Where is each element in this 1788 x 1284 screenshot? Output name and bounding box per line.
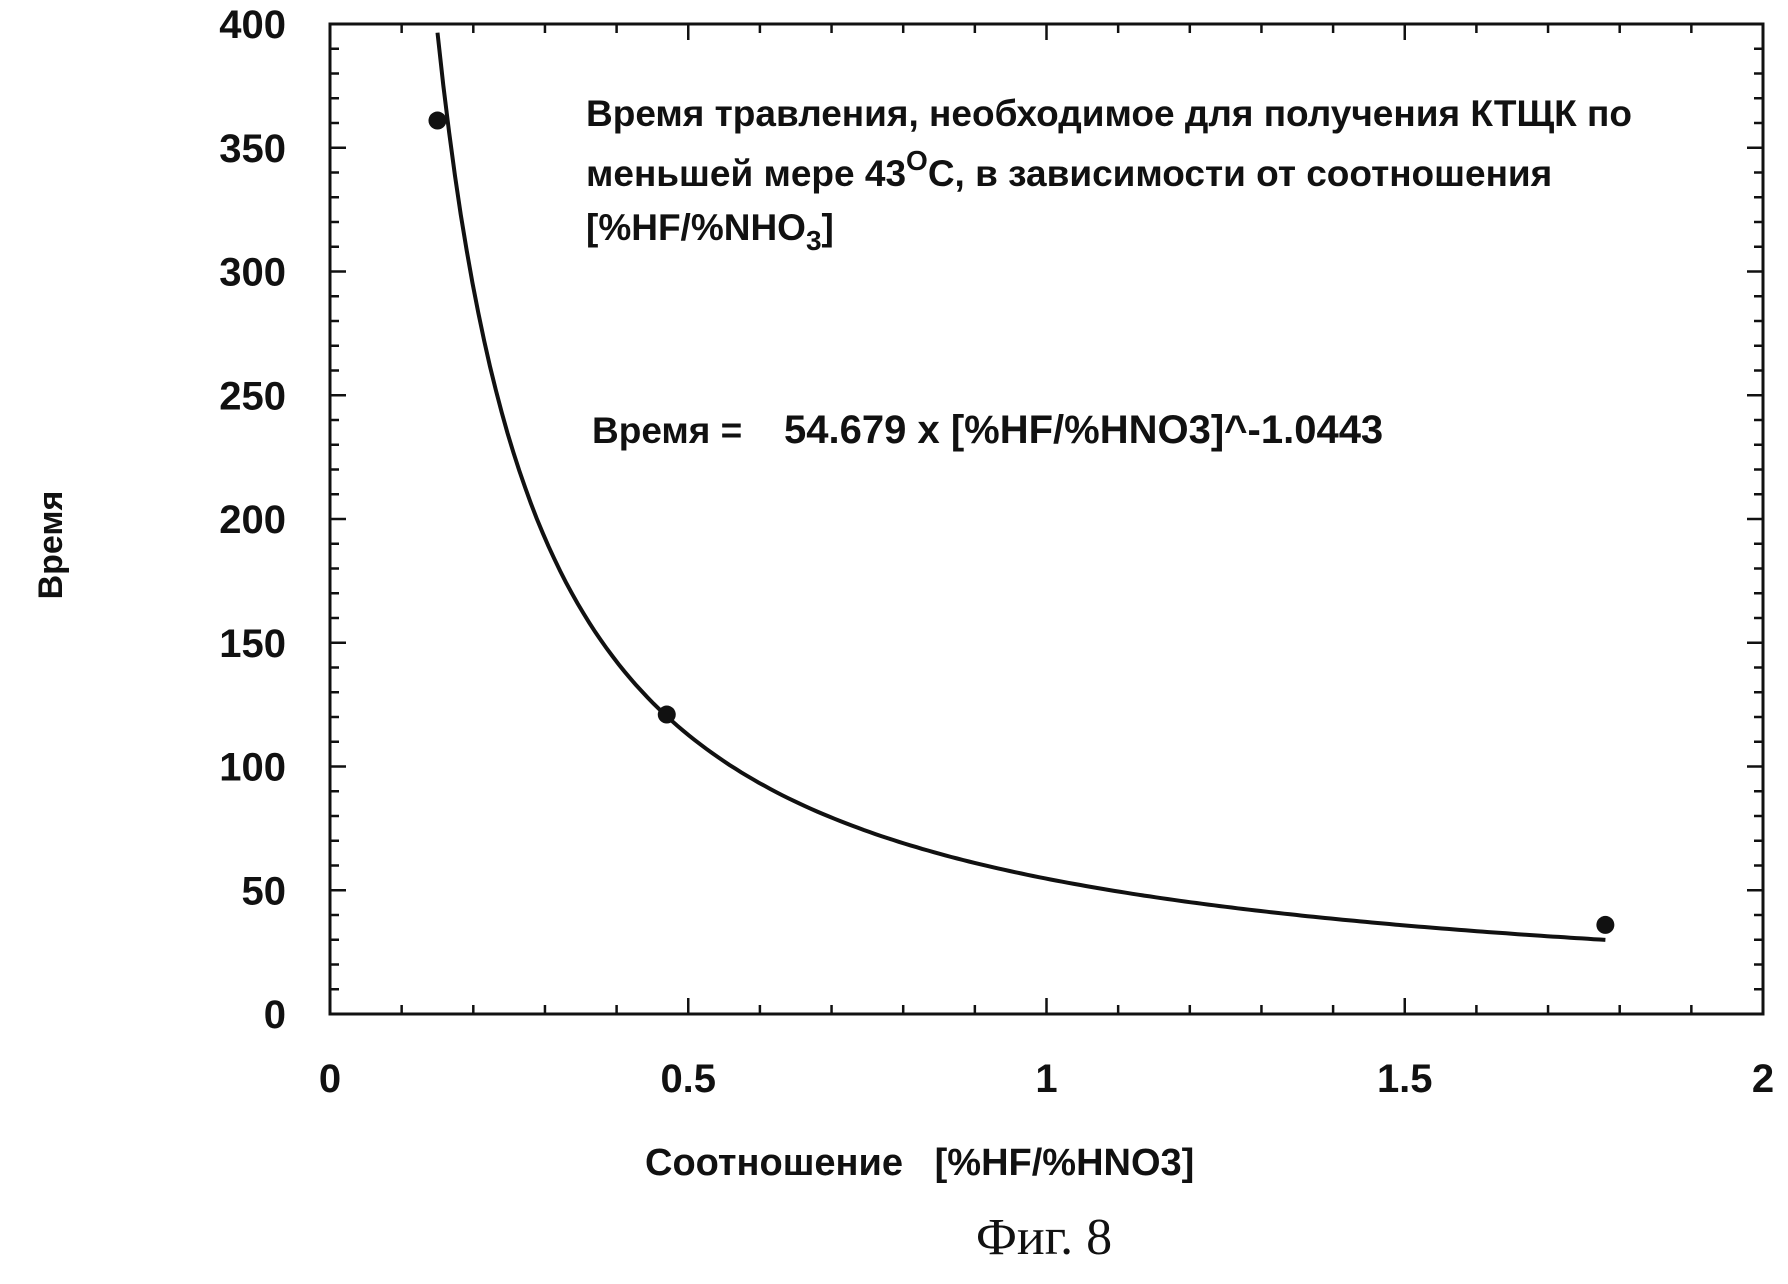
annotation-line-3-start: [%HF/%NHO <box>586 207 806 248</box>
annotation-line-2: меньшей мере 43OС, в зависимости от соот… <box>586 145 1552 194</box>
y-tick-label: 250 <box>219 374 286 418</box>
y-tick-label: 350 <box>219 127 286 171</box>
y-tick-label: 300 <box>219 251 286 295</box>
y-tick-label: 50 <box>242 869 287 913</box>
annotation-subscript: 3 <box>806 225 822 256</box>
figure-caption: Фиг. 8 <box>976 1209 1112 1266</box>
x-axis-tick-labels: 0 0.5 1 1.5 2 <box>319 1057 1774 1101</box>
data-point <box>658 706 676 724</box>
x-tick-label: 1.5 <box>1377 1057 1433 1101</box>
x-axis-label: Соотношение [%HF/%HNO3] <box>645 1142 1194 1184</box>
y-axis-label: Время <box>32 491 70 600</box>
y-tick-label: 100 <box>219 746 286 790</box>
annotation-line-3: [%HF/%NHO3] <box>586 207 834 256</box>
y-tick-label: 200 <box>219 498 286 542</box>
x-tick-label: 1 <box>1035 1057 1057 1101</box>
data-point <box>1596 916 1614 934</box>
data-point <box>428 112 446 130</box>
annotation-line-1: Время травления, необходимое для получен… <box>586 93 1632 134</box>
y-tick-label: 400 <box>219 3 286 47</box>
x-tick-label: 2 <box>1752 1057 1774 1101</box>
y-tick-label: 0 <box>264 993 286 1037</box>
x-tick-label: 0 <box>319 1057 341 1101</box>
y-axis-tick-labels: 0 50 100 150 200 250 300 350 400 <box>219 3 286 1037</box>
annotation-line-2-start: меньшей мере 43 <box>586 153 906 194</box>
x-tick-label: 0.5 <box>660 1057 716 1101</box>
annotation-line-3-end: ] <box>822 207 834 248</box>
y-tick-label: 150 <box>219 622 286 666</box>
equation-text: 54.679 x [%HF/%HNO3]^-1.0443 <box>784 408 1383 452</box>
equation-label: Время = <box>592 410 742 451</box>
annotation-degree: O <box>906 145 928 176</box>
annotation-line-2-end: С, в зависимости от соотношения <box>928 153 1552 194</box>
